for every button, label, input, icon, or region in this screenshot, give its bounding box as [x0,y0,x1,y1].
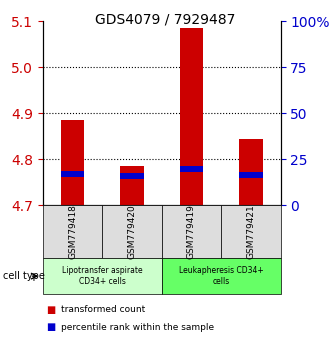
Bar [180,28,203,205]
Text: GSM779418: GSM779418 [68,204,77,259]
Bar [120,173,144,179]
Text: percentile rank within the sample: percentile rank within the sample [61,323,214,332]
Bar [61,171,84,177]
Text: GSM779420: GSM779420 [127,205,137,259]
Text: GSM779421: GSM779421 [246,205,255,259]
Text: cell type: cell type [3,271,45,281]
Text: transformed count: transformed count [61,305,145,314]
Text: ■: ■ [46,322,55,332]
Text: GSM779419: GSM779419 [187,204,196,259]
Bar [239,172,263,178]
Text: Leukapheresis CD34+
cells: Leukapheresis CD34+ cells [179,267,263,286]
Bar [120,166,144,205]
Bar [180,166,203,172]
Text: GDS4079 / 7929487: GDS4079 / 7929487 [95,12,235,27]
Text: Lipotransfer aspirate
CD34+ cells: Lipotransfer aspirate CD34+ cells [62,267,143,286]
Text: ■: ■ [46,305,55,315]
Bar [61,120,84,205]
Bar [239,139,263,205]
